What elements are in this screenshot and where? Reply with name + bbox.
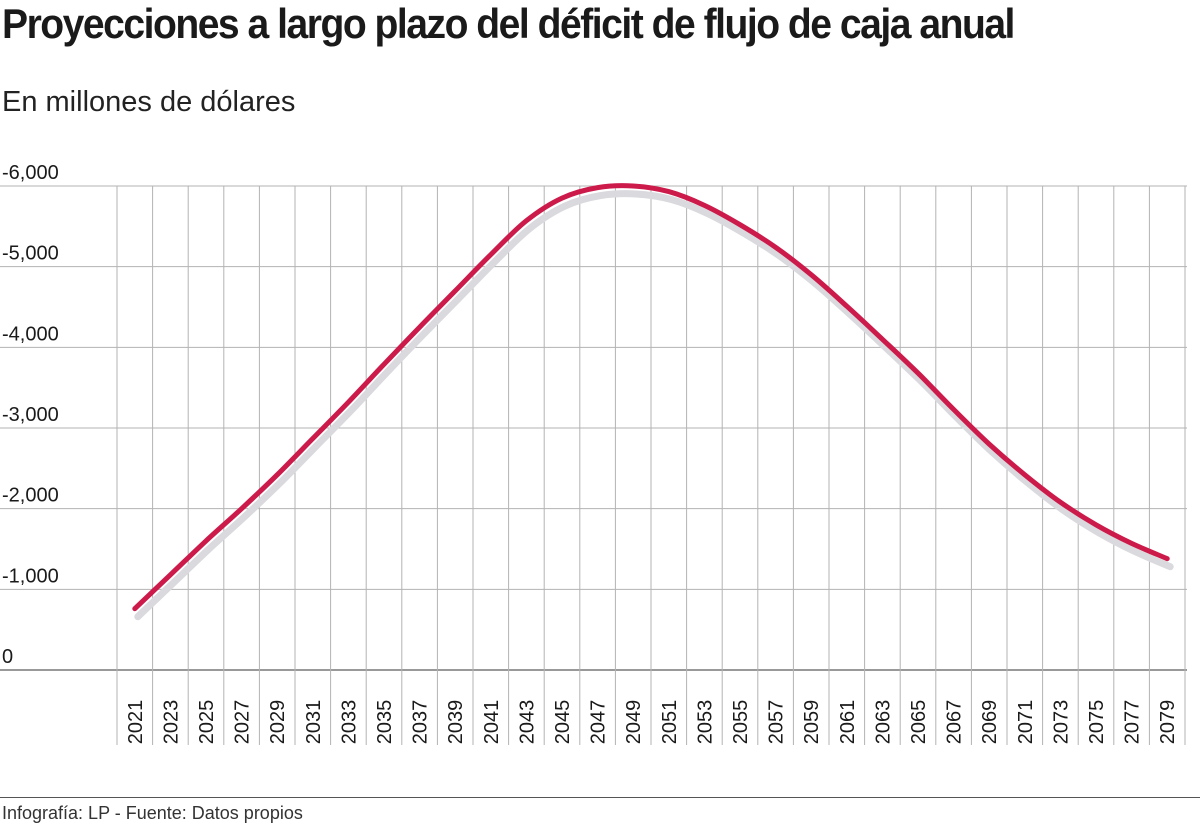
x-tick-label: 2073 [1050, 700, 1072, 745]
x-tick-label: 2027 [232, 700, 254, 745]
line-chart: 0 -1,000 -2,000 -3,000 -4,000 -5,000 -6,000 20… [0, 162, 1187, 745]
x-tick-label: 2069 [979, 700, 1001, 745]
y-axis-tick-labels: 0 -1,000 -2,000 -3,000 -4,000 -5,000 -6,000 [2, 162, 59, 668]
y-tick-label: -6,000 [2, 162, 59, 184]
series-line-shadow [134, 190, 1174, 621]
x-tick-label: 2079 [1157, 700, 1179, 745]
x-tick-label: 2029 [267, 700, 289, 745]
x-tick-label: 2043 [516, 700, 538, 745]
x-tick-label: 2061 [837, 700, 859, 745]
vertical-gridlines [116, 186, 1186, 745]
x-tick-label: 2039 [445, 700, 467, 745]
x-tick-label: 2031 [303, 700, 325, 745]
y-tick-label: 0 [2, 646, 13, 668]
series-line-deficit [132, 183, 1170, 612]
chart-subtitle: En millones de dólares [2, 86, 296, 118]
x-tick-label: 2041 [481, 700, 503, 745]
x-tick-label: 2075 [1086, 700, 1108, 745]
x-tick-label: 2049 [623, 700, 645, 745]
horizontal-gridlines [0, 185, 1187, 671]
source-credit: Infografía: LP - Fuente: Datos propios [2, 803, 303, 823]
x-tick-label: 2035 [374, 700, 396, 745]
x-tick-label: 2077 [1122, 700, 1144, 745]
x-tick-label: 2037 [410, 700, 432, 745]
x-tick-label: 2047 [588, 700, 610, 745]
x-tick-label: 2071 [1015, 700, 1037, 745]
x-axis-tick-labels: 2021 2023 2025 2027 2029 2031 2033 2035 2037 2039… [125, 700, 1179, 745]
x-tick-label: 2025 [196, 700, 218, 745]
x-tick-label: 2057 [766, 700, 788, 745]
x-tick-label: 2051 [659, 700, 681, 745]
x-tick-label: 2059 [801, 700, 823, 745]
x-tick-label: 2045 [552, 700, 574, 745]
y-tick-label: -2,000 [2, 485, 59, 507]
x-tick-label: 2021 [125, 700, 147, 745]
x-tick-label: 2063 [872, 700, 894, 745]
y-tick-label: -5,000 [2, 243, 59, 265]
x-tick-label: 2067 [944, 700, 966, 745]
x-tick-label: 2065 [908, 700, 930, 745]
x-tick-label: 2033 [338, 700, 360, 745]
x-tick-label: 2055 [730, 700, 752, 745]
y-tick-label: -1,000 [2, 565, 59, 587]
footer-divider [0, 797, 1200, 798]
x-tick-label: 2053 [694, 700, 716, 745]
x-tick-label: 2023 [160, 700, 182, 745]
chart-title: Proyecciones a largo plazo del déficit d… [2, 0, 1015, 47]
y-tick-label: -4,000 [2, 323, 59, 345]
y-tick-label: -3,000 [2, 404, 59, 426]
